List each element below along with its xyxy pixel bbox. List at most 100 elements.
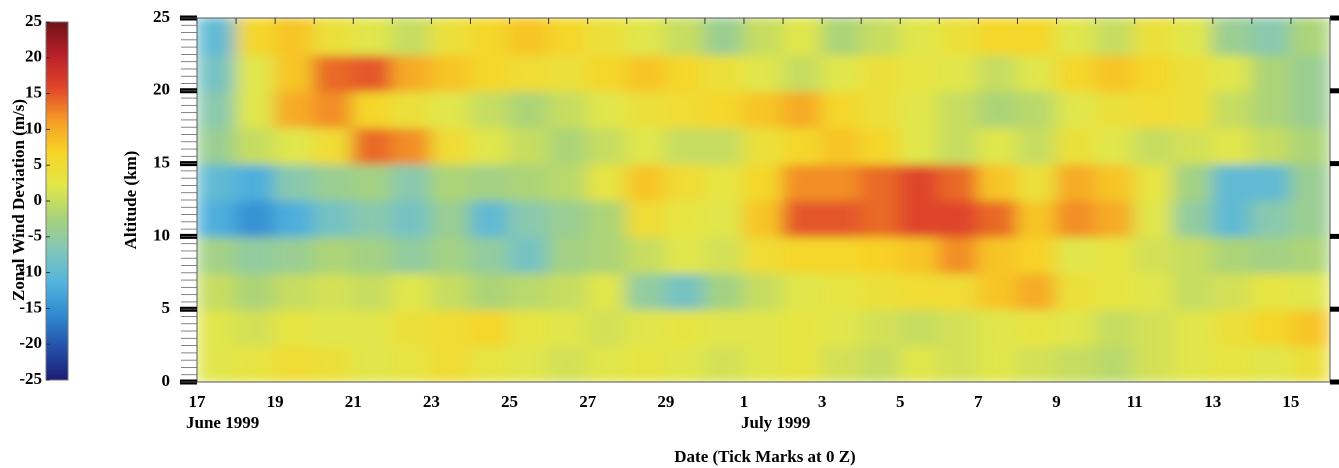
heatmap-cell [1094, 162, 1136, 201]
heatmap-cell [313, 308, 355, 347]
x-tick-label: 17 [189, 392, 207, 411]
heatmap-cell [391, 235, 433, 274]
heatmap-cell [1094, 199, 1136, 238]
heatmap-cell [625, 162, 667, 201]
heatmap-cell [1289, 344, 1330, 382]
heatmap-cell [430, 344, 472, 382]
heatmap-cell [508, 235, 550, 274]
heatmap-cell [586, 162, 628, 201]
heatmap-cell [664, 199, 706, 238]
heatmap-cell [313, 126, 355, 165]
heatmap-cell [782, 199, 824, 238]
heatmap-cell [352, 18, 394, 56]
heatmap-cell [782, 53, 824, 92]
heatmap-cell [235, 126, 277, 165]
heatmap-cell [703, 53, 745, 92]
heatmap-cell [703, 344, 745, 382]
heatmap-cell [938, 53, 980, 92]
heatmap-cell [313, 89, 355, 129]
colorbar-tick-label: -15 [19, 297, 42, 316]
heatmap-cell [1094, 89, 1136, 129]
heatmap-cell [352, 199, 394, 238]
heatmap-cell [782, 344, 824, 382]
heatmap-cell [1211, 199, 1253, 238]
colorbar-tick-label: 10 [25, 118, 42, 137]
heatmap-cell [782, 126, 824, 165]
heatmap-cell [586, 199, 628, 238]
heatmap-cell [1211, 162, 1253, 201]
heatmap-cell [977, 126, 1019, 165]
heatmap-cell [197, 89, 238, 129]
heatmap-cell [508, 271, 550, 311]
heatmap-cell [703, 235, 745, 274]
heatmap-cell [1094, 271, 1136, 311]
heatmap-cell [703, 162, 745, 201]
heatmap-cell [1133, 235, 1175, 274]
heatmap-cell [782, 89, 824, 129]
y-tick-label: 0 [162, 371, 171, 390]
heatmap-cell [430, 89, 472, 129]
heatmap-cell [625, 199, 667, 238]
heatmap-cell [586, 271, 628, 311]
x-tick-label: 9 [1052, 392, 1061, 411]
heatmap-cell [586, 344, 628, 382]
heatmap-cell [1055, 126, 1097, 165]
heatmap-cell [1016, 271, 1058, 311]
heatmap-cell [547, 271, 589, 311]
heatmap-cell [664, 126, 706, 165]
heatmap-cell [197, 53, 238, 92]
heatmap-cell [274, 308, 316, 347]
heatmap-cell [274, 162, 316, 201]
x-tick-label: 23 [423, 392, 440, 411]
x-tick-label: 7 [974, 392, 983, 411]
heatmap-cell [1055, 199, 1097, 238]
heatmap-cell [742, 18, 785, 56]
heatmap-cell [274, 18, 316, 56]
heatmap-cell [508, 308, 550, 347]
heatmap-cell [469, 126, 511, 165]
heatmap-cell [469, 199, 511, 238]
heatmap-cell [1250, 235, 1292, 274]
heatmap-cell [664, 89, 706, 129]
heatmap-cell [860, 162, 902, 201]
heatmap-cell [197, 308, 238, 347]
heatmap-cell [1289, 308, 1330, 347]
heatmap-cell [197, 271, 238, 311]
heatmap-cell [899, 235, 941, 274]
heatmap-cell [1172, 308, 1214, 347]
heatmap-cells [197, 18, 1330, 382]
heatmap-cell [1172, 18, 1214, 56]
heatmap-cell [1289, 199, 1330, 238]
heatmap-cell [469, 271, 511, 311]
heatmap-cell [508, 162, 550, 201]
heatmap-cell [860, 18, 902, 56]
heatmap-cell [508, 344, 550, 382]
heatmap-cell [742, 308, 785, 347]
heatmap-cell [782, 18, 824, 56]
heatmap-cell [274, 53, 316, 92]
x-tick-label: 13 [1204, 392, 1221, 411]
heatmap-cell [1289, 18, 1330, 56]
heatmap-cell [625, 271, 667, 311]
heatmap-cell [1094, 344, 1136, 382]
heatmap-cell [938, 271, 980, 311]
heatmap-cell [1016, 126, 1058, 165]
heatmap-cell [469, 18, 511, 56]
heatmap-cell [1250, 126, 1292, 165]
heatmap-cell [977, 199, 1019, 238]
heatmap-cell [782, 271, 824, 311]
heatmap-cell [899, 89, 941, 129]
heatmap-cell [742, 89, 785, 129]
heatmap-cell [1055, 162, 1097, 201]
heatmap-cell [508, 126, 550, 165]
x-tick-label: 19 [267, 392, 284, 411]
heatmap-cell [938, 235, 980, 274]
colorbar-tick-label: 5 [34, 154, 43, 173]
heatmap-cell [899, 308, 941, 347]
heatmap-cell [1055, 89, 1097, 129]
heatmap-cell [625, 126, 667, 165]
heatmap-cell [860, 53, 902, 92]
heatmap-cell [313, 344, 355, 382]
heatmap-cell [1172, 53, 1214, 92]
